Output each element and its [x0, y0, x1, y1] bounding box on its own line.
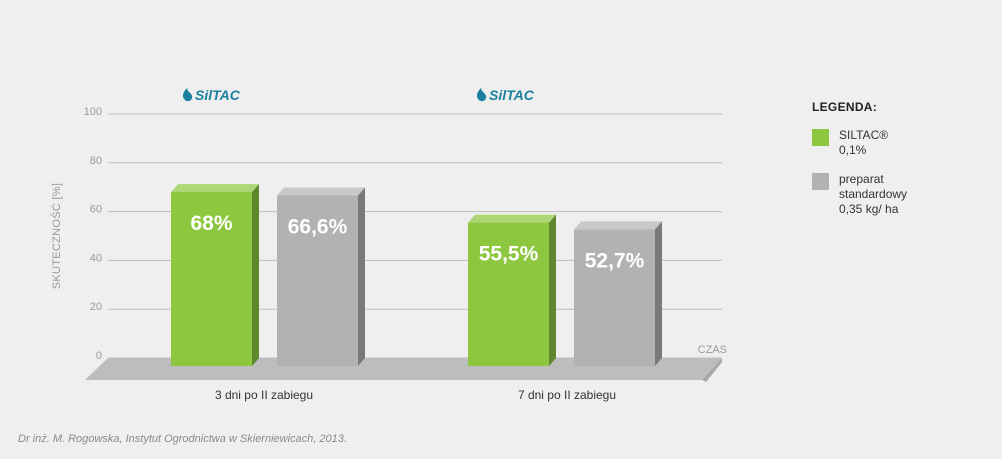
y-tick-label: 60 [90, 204, 102, 216]
bar [277, 195, 358, 366]
logo-text: SilTAC [489, 87, 535, 103]
bar-data-label: 55,5% [479, 243, 539, 266]
bar-side [252, 184, 259, 366]
bar-side [549, 214, 556, 366]
bar [468, 222, 549, 366]
bar-data-label: 66,6% [288, 215, 348, 238]
category-labels: 3 dni po II zabiegu 7 dni po II zabiegu [215, 388, 616, 402]
logo-text: SilTAC [195, 87, 241, 103]
y-axis-label: SKUTECZNOŚĆ [%] [50, 183, 63, 290]
source-note: Dr inż. M. Rogowska, Instytut Ogrodnictw… [18, 433, 347, 445]
floor-edge [702, 358, 722, 382]
legend-swatch-green [812, 129, 829, 146]
siltac-logo: SilTAC [183, 87, 241, 103]
x-axis-name: CZAS [698, 344, 727, 356]
leaf-icon [183, 88, 193, 102]
legend-item-siltac: SILTAC® 0,1% [812, 128, 992, 158]
bar-data-label: 52,7% [585, 249, 645, 272]
bar-top [277, 187, 365, 196]
category-label: 3 dni po II zabiegu [215, 388, 313, 402]
legend-label: preparat standardowy 0,35 kg/ ha [839, 172, 908, 216]
leaf-icon [477, 88, 487, 102]
y-tick-label: 100 [84, 106, 102, 118]
category-label: 7 dni po II zabiegu [518, 388, 616, 402]
legend-swatch-gray [812, 173, 829, 190]
y-tick-label: 80 [90, 155, 102, 167]
bars: 68% 66,6% 55,5% 52,7% [171, 184, 662, 366]
bar [171, 192, 252, 366]
legend-item-standard: preparat standardowy 0,35 kg/ ha [812, 172, 992, 217]
legend: LEGENDA: SILTAC® 0,1% preparat standardo… [812, 100, 992, 231]
bar-side [655, 221, 662, 366]
y-tick-label: 0 [96, 350, 102, 362]
bar-top [574, 221, 662, 230]
bar-top [171, 184, 259, 193]
legend-label: SILTAC® 0,1% [839, 128, 889, 157]
y-axis-ticks: 0 20 40 60 80 100 [84, 106, 102, 362]
legend-title: LEGENDA: [812, 100, 878, 114]
bar-data-label: 68% [190, 212, 232, 235]
bar [574, 229, 655, 366]
y-tick-label: 20 [90, 301, 102, 313]
y-tick-label: 40 [90, 252, 102, 264]
bar-side [358, 187, 365, 366]
bar-top [468, 214, 556, 223]
category-logos: SilTAC SilTAC [183, 87, 535, 103]
siltac-logo: SilTAC [477, 87, 535, 103]
